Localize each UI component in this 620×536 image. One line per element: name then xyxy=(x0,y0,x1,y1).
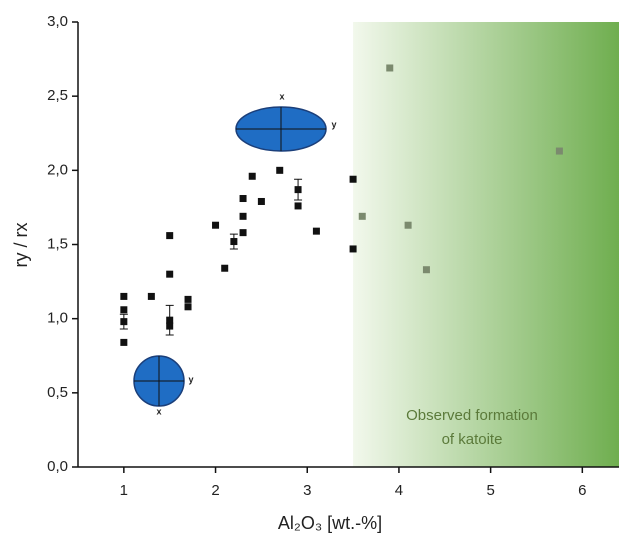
data-point xyxy=(349,175,357,183)
data-point xyxy=(166,232,174,240)
data-point xyxy=(248,172,256,180)
y-tick-label: 2,0 xyxy=(47,161,68,178)
data-point xyxy=(404,221,412,229)
data-point xyxy=(166,316,174,324)
data-point xyxy=(349,245,357,253)
annotation: Observed formation xyxy=(406,407,538,424)
y-tick-label: 1,5 xyxy=(47,235,68,252)
data-point xyxy=(184,295,192,303)
x-tick-label: 1 xyxy=(120,482,128,499)
y-tick-label: 3,0 xyxy=(47,13,68,30)
x-tick-label: 6 xyxy=(578,482,586,499)
icon-y-label: y xyxy=(331,119,336,129)
data-point xyxy=(239,212,247,220)
data-point xyxy=(212,221,220,229)
icon-y-label: y xyxy=(188,374,193,384)
x-tick-label: 4 xyxy=(395,482,403,499)
icon-x-label: x xyxy=(279,91,284,101)
data-point xyxy=(239,195,247,203)
data-point xyxy=(312,227,320,235)
y-tick-label: 0,5 xyxy=(47,384,68,401)
data-point xyxy=(276,166,284,174)
data-point xyxy=(166,322,174,330)
data-point xyxy=(120,338,128,346)
data-point xyxy=(166,270,174,278)
data-point xyxy=(120,292,128,300)
annotation: of katoite xyxy=(442,431,503,448)
data-point xyxy=(386,64,394,72)
x-tick-label: 5 xyxy=(486,482,494,499)
shaded-region xyxy=(353,22,619,467)
data-point xyxy=(257,197,265,205)
data-point xyxy=(221,264,229,272)
data-point xyxy=(230,238,238,246)
data-point xyxy=(239,229,247,237)
icons: x y y x xyxy=(133,91,337,416)
x-axis-title: Al₂O₃ [wt.-%] xyxy=(278,513,382,533)
x-tick-label: 3 xyxy=(303,482,311,499)
data-point xyxy=(422,266,430,274)
y-tick-label: 0,0 xyxy=(47,458,68,475)
y-axis-title: ry / rx xyxy=(11,223,31,268)
data-point xyxy=(358,212,366,220)
ellipse-icon: x y xyxy=(235,91,337,152)
data-point xyxy=(294,186,302,194)
circle-icon: y x xyxy=(133,355,194,416)
data-point xyxy=(294,202,302,210)
y-tick-label: 1,0 xyxy=(47,310,68,327)
y-tick-label: 2,5 xyxy=(47,87,68,104)
data-point xyxy=(120,318,128,326)
icon-x-label: x xyxy=(156,406,161,416)
data-point xyxy=(147,292,155,300)
data-point xyxy=(120,306,128,314)
x-tick-label: 2 xyxy=(211,482,219,499)
data-point xyxy=(184,303,192,311)
data-point xyxy=(555,147,563,155)
